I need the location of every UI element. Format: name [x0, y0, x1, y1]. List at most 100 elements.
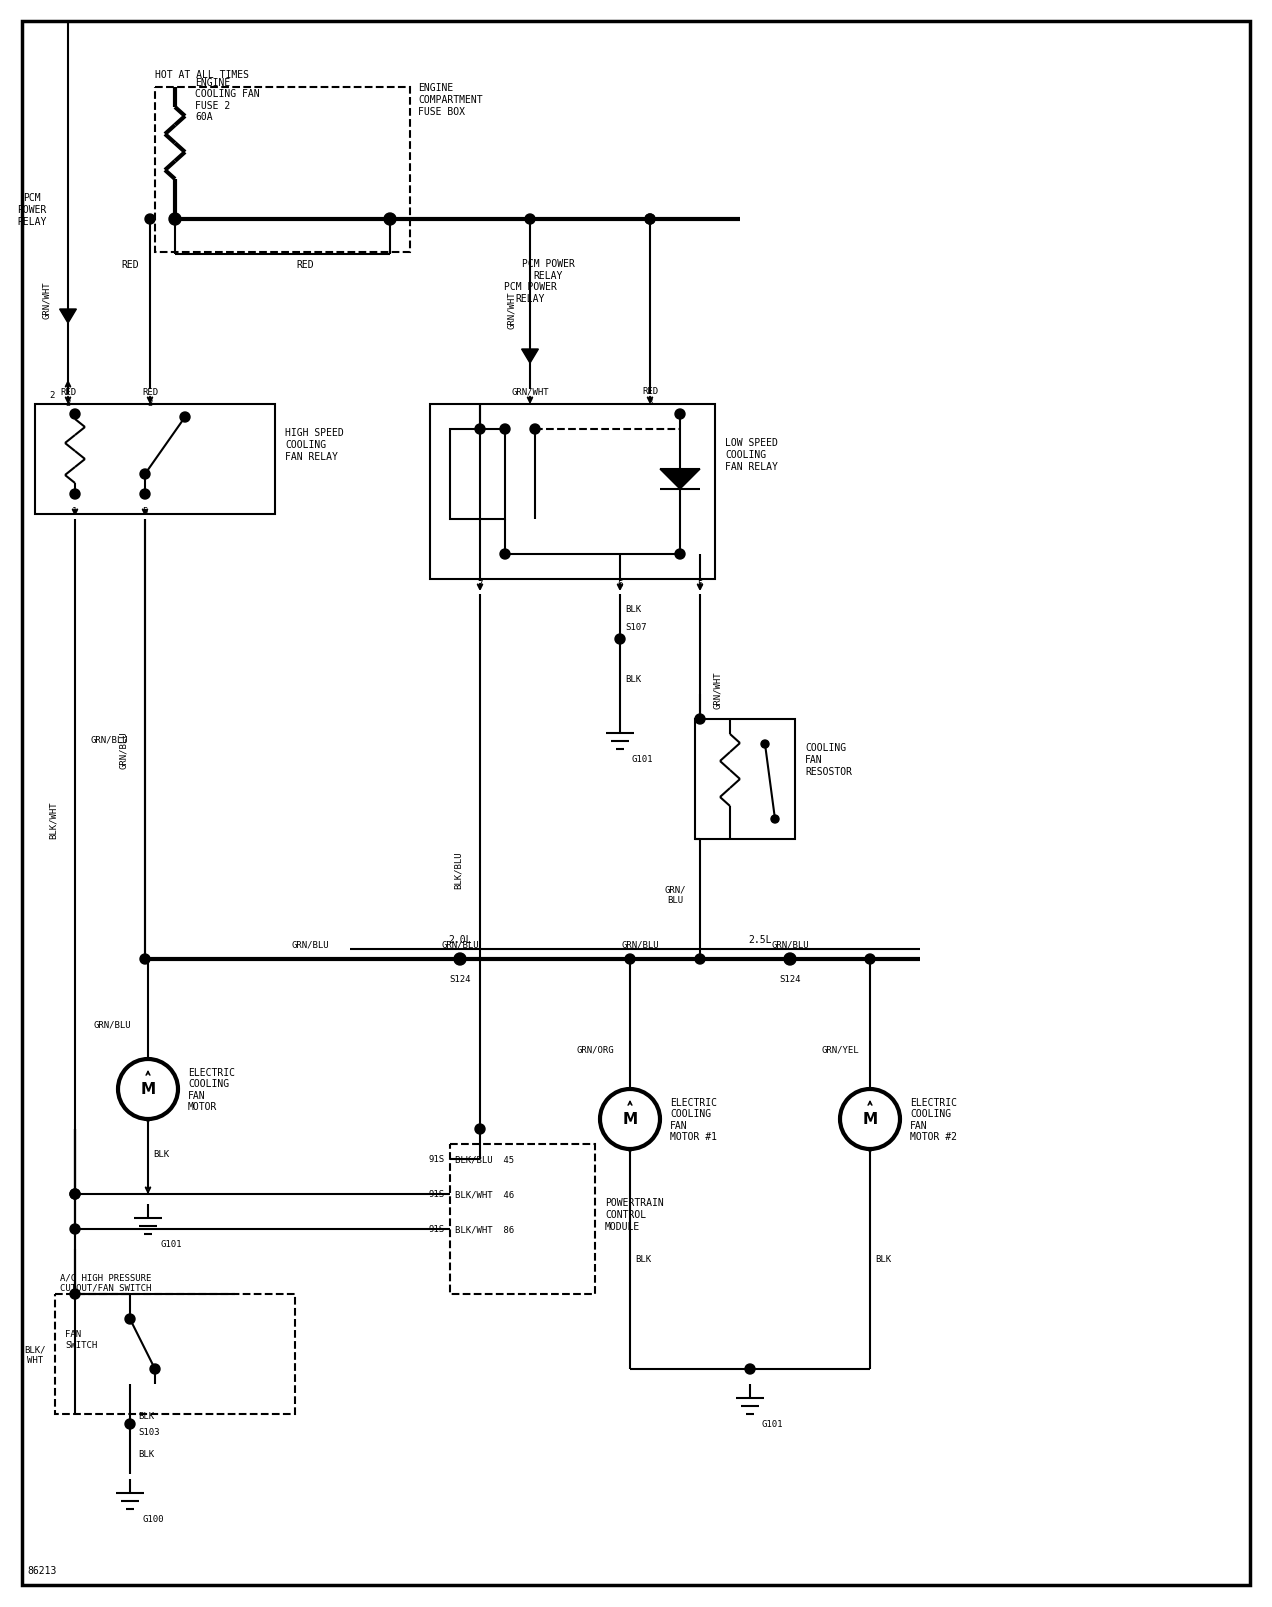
Text: 86213: 86213	[27, 1565, 56, 1575]
Text: 2.0L: 2.0L	[448, 934, 472, 945]
Text: BLK/
WHT: BLK/ WHT	[24, 1345, 46, 1364]
Text: BLK: BLK	[137, 1450, 154, 1459]
Text: GRN/WHT: GRN/WHT	[714, 670, 722, 709]
Circle shape	[145, 215, 155, 225]
Bar	[430, 405, 715, 580]
Text: HIGH SPEED
COOLING
FAN RELAY: HIGH SPEED COOLING FAN RELAY	[285, 427, 343, 461]
Circle shape	[675, 550, 686, 559]
Text: 5: 5	[142, 508, 148, 516]
Circle shape	[140, 490, 150, 500]
Text: BLK/WHT  46: BLK/WHT 46	[455, 1189, 514, 1199]
Text: RED: RED	[121, 260, 139, 270]
Text: ENGINE
COOLING FAN
FUSE 2
60A: ENGINE COOLING FAN FUSE 2 60A	[195, 77, 259, 122]
Text: ENGINE
COMPARTMENT
FUSE BOX: ENGINE COMPARTMENT FUSE BOX	[418, 84, 482, 117]
Text: GRN/WHT
1: GRN/WHT 1	[511, 387, 548, 407]
Circle shape	[169, 214, 181, 227]
Circle shape	[771, 815, 778, 823]
Text: S103: S103	[137, 1427, 159, 1437]
Circle shape	[625, 955, 635, 964]
Text: RED
3: RED 3	[642, 387, 658, 407]
Text: BLK/WHT  86: BLK/WHT 86	[455, 1225, 514, 1234]
Circle shape	[474, 424, 485, 435]
Bar	[155, 88, 410, 252]
Text: BLK/BLU: BLK/BLU	[454, 850, 463, 889]
Circle shape	[150, 1364, 160, 1374]
Text: PCM POWER
RELAY: PCM POWER RELAY	[522, 259, 575, 281]
Text: 5: 5	[697, 580, 702, 590]
Circle shape	[70, 490, 80, 500]
Text: 1: 1	[73, 508, 78, 516]
Text: GRN/ORG: GRN/ORG	[576, 1045, 614, 1054]
Text: HOT AT ALL TIMES: HOT AT ALL TIMES	[155, 71, 249, 80]
Circle shape	[384, 214, 396, 227]
Bar	[695, 720, 795, 839]
Text: M: M	[140, 1082, 155, 1098]
Circle shape	[614, 635, 625, 644]
Circle shape	[500, 424, 510, 435]
Bar	[36, 405, 275, 514]
Text: GRN/BLU: GRN/BLU	[771, 940, 809, 948]
Text: POWERTRAIN
CONTROL
MODULE: POWERTRAIN CONTROL MODULE	[605, 1197, 664, 1231]
Text: 2: 2	[50, 391, 55, 399]
Circle shape	[181, 413, 190, 423]
Text: GRN/BLU: GRN/BLU	[93, 1020, 131, 1028]
Circle shape	[645, 215, 655, 225]
Circle shape	[695, 955, 705, 964]
Text: G101: G101	[632, 755, 654, 763]
Text: M: M	[862, 1112, 878, 1127]
Text: COOLING
FAN
RESOSTOR: COOLING FAN RESOSTOR	[805, 742, 852, 776]
Text: BLK: BLK	[137, 1411, 154, 1421]
Text: M: M	[622, 1112, 637, 1127]
Circle shape	[645, 215, 655, 225]
Circle shape	[761, 741, 770, 749]
Circle shape	[500, 550, 510, 559]
Bar	[450, 1144, 595, 1294]
Text: GRN/BLU: GRN/BLU	[441, 940, 478, 948]
Circle shape	[695, 715, 705, 725]
Text: GRN/BLU: GRN/BLU	[291, 940, 329, 948]
Text: BLK: BLK	[153, 1149, 169, 1159]
Circle shape	[784, 953, 796, 966]
Text: GRN/BLU: GRN/BLU	[90, 734, 127, 744]
Circle shape	[745, 1364, 756, 1374]
Circle shape	[530, 424, 541, 435]
Text: ELECTRIC
COOLING
FAN
MOTOR #2: ELECTRIC COOLING FAN MOTOR #2	[909, 1098, 957, 1141]
Text: BLK/BLU  45: BLK/BLU 45	[455, 1155, 514, 1163]
Text: BLK: BLK	[875, 1255, 892, 1263]
Text: G100: G100	[142, 1514, 164, 1523]
Circle shape	[70, 410, 80, 419]
Circle shape	[125, 1315, 135, 1324]
Circle shape	[70, 1189, 80, 1199]
Text: G101: G101	[762, 1419, 784, 1429]
Text: ELECTRIC
COOLING
FAN
MOTOR: ELECTRIC COOLING FAN MOTOR	[188, 1067, 235, 1112]
Text: S107: S107	[625, 624, 646, 632]
Text: ELECTRIC
COOLING
FAN
MOTOR #1: ELECTRIC COOLING FAN MOTOR #1	[670, 1098, 717, 1141]
Circle shape	[140, 469, 150, 480]
Text: GRN/YEL: GRN/YEL	[822, 1045, 859, 1054]
Text: 2.5L: 2.5L	[748, 934, 772, 945]
Circle shape	[525, 215, 536, 225]
Polygon shape	[660, 469, 700, 490]
Circle shape	[675, 410, 686, 419]
Circle shape	[140, 955, 150, 964]
Text: 7: 7	[477, 580, 482, 590]
Circle shape	[125, 1419, 135, 1429]
Bar	[55, 1294, 295, 1414]
Text: BLK: BLK	[635, 1255, 651, 1263]
Text: 6: 6	[617, 580, 623, 590]
Circle shape	[865, 955, 875, 964]
Text: GRN/
BLU: GRN/ BLU	[664, 885, 686, 905]
Text: BLK: BLK	[625, 606, 641, 614]
Circle shape	[70, 1225, 80, 1234]
Text: LOW SPEED
COOLING
FAN RELAY: LOW SPEED COOLING FAN RELAY	[725, 439, 778, 471]
Text: 91S: 91S	[429, 1189, 445, 1199]
Text: A/C HIGH PRESSURE
CUTOUT/FAN SWITCH: A/C HIGH PRESSURE CUTOUT/FAN SWITCH	[60, 1273, 151, 1292]
Text: 91S: 91S	[429, 1155, 445, 1163]
Text: RED
3: RED 3	[60, 387, 76, 408]
Text: S124: S124	[449, 975, 471, 983]
Circle shape	[474, 1125, 485, 1135]
Text: BLK/WHT: BLK/WHT	[48, 800, 57, 839]
Text: GRN/BLU: GRN/BLU	[621, 940, 659, 948]
Text: RED
3: RED 3	[142, 387, 158, 408]
Text: GRN/WHT: GRN/WHT	[508, 291, 516, 328]
